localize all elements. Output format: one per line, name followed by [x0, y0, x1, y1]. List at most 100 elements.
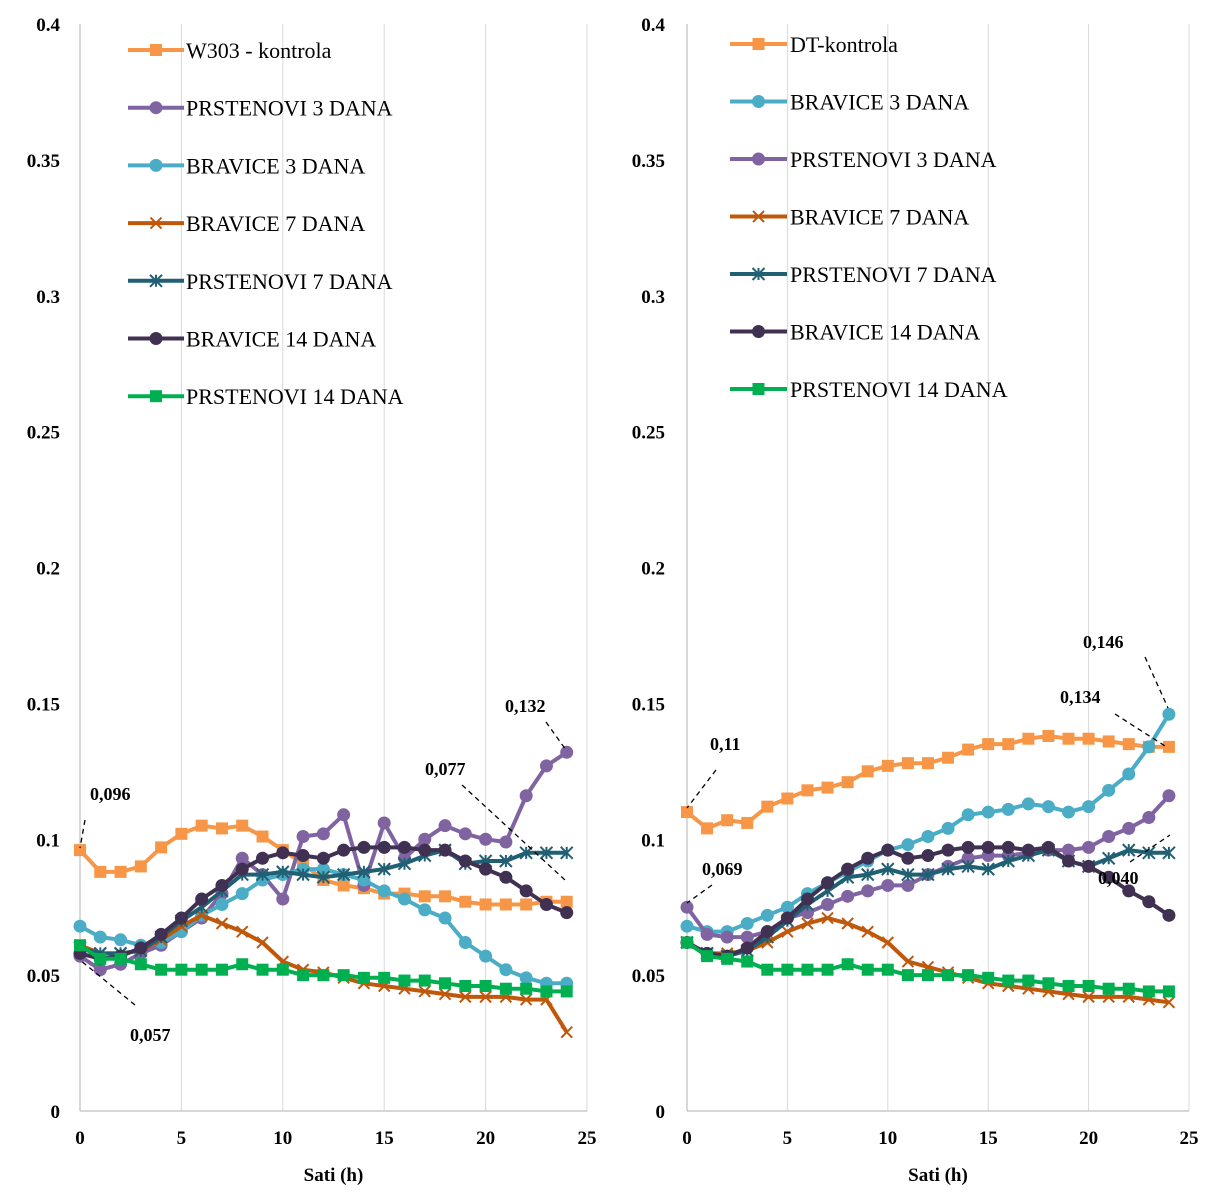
square-marker — [540, 985, 553, 998]
leader-line — [686, 884, 713, 904]
y-tick-label: 0.2 — [641, 559, 665, 580]
circle-marker — [821, 897, 835, 911]
square-marker — [74, 844, 86, 857]
circle-marker — [337, 808, 351, 822]
circle-marker — [377, 884, 391, 898]
square-marker — [982, 971, 995, 984]
square-marker — [881, 759, 894, 772]
circle-marker — [539, 897, 553, 911]
x-marker — [752, 210, 765, 223]
legend-item: PRSTENOVI 7 DANA — [128, 269, 393, 294]
square-marker — [1062, 979, 1075, 992]
circle-marker — [438, 843, 452, 857]
y-tick-label: 0.35 — [632, 151, 665, 172]
circle-marker — [73, 919, 87, 933]
legend-item: BRAVICE 7 DANA — [128, 211, 365, 236]
circle-marker — [397, 840, 411, 854]
square-marker — [297, 969, 310, 982]
star-marker — [941, 862, 955, 876]
x-marker — [438, 987, 452, 1001]
square-marker — [921, 969, 934, 982]
data-label: 0,040 — [1098, 834, 1171, 888]
circle-marker — [276, 846, 290, 860]
circle-marker — [276, 892, 290, 906]
x-marker — [459, 990, 472, 1004]
series-line — [78, 943, 567, 994]
y-tick-label: 0.4 — [36, 15, 60, 36]
data-label: 0,132 — [505, 696, 567, 751]
circle-marker — [154, 927, 168, 941]
circle-marker — [1062, 843, 1076, 857]
legend-item: BRAVICE 7 DANA — [730, 205, 969, 230]
circle-marker — [941, 821, 955, 835]
circle-marker — [458, 854, 472, 868]
square-marker — [175, 827, 188, 840]
leader-line — [686, 769, 717, 809]
square-marker — [256, 830, 269, 843]
star-marker — [921, 867, 935, 882]
square-marker — [114, 865, 127, 878]
square-marker — [761, 963, 774, 976]
data-label-text: 0,11 — [710, 734, 741, 754]
leader-line — [79, 819, 86, 849]
legend-item: PRSTENOVI 3 DANA — [730, 147, 997, 172]
x-tick-label: 15 — [979, 1128, 998, 1149]
circle-marker — [752, 95, 765, 108]
circle-marker — [700, 927, 714, 941]
circle-marker — [539, 759, 553, 773]
star-marker — [397, 857, 412, 871]
circle-marker — [1021, 797, 1035, 811]
circle-marker — [921, 849, 935, 863]
star-marker — [861, 867, 875, 882]
legend-item: PRSTENOVI 3 DANA — [128, 96, 393, 121]
square-marker — [236, 819, 249, 832]
star-marker — [751, 267, 766, 281]
square-marker — [982, 738, 995, 751]
circle-marker — [519, 789, 533, 803]
legend-item: BRAVICE 14 DANA — [128, 327, 376, 352]
x-tick-label: 5 — [177, 1128, 187, 1149]
star-marker — [357, 865, 371, 879]
square-marker — [560, 985, 573, 998]
y-tick-label: 0 — [51, 1102, 61, 1123]
circle-marker — [235, 862, 249, 876]
square-marker — [418, 974, 431, 987]
square-marker — [921, 757, 934, 770]
y-tick-label: 0.35 — [27, 151, 60, 172]
y-tick-label: 0 — [656, 1102, 666, 1123]
circle-marker — [418, 843, 432, 857]
legend-label: PRSTENOVI 7 DANA — [790, 262, 997, 287]
star-marker — [1001, 854, 1015, 868]
star-marker — [539, 846, 554, 860]
circle-marker — [256, 851, 270, 865]
y-tick-label: 0.1 — [641, 830, 665, 851]
star-marker — [1122, 843, 1136, 857]
series-bravice-14-dana — [73, 840, 574, 966]
legend-item: BRAVICE 14 DANA — [730, 320, 980, 345]
x-marker — [781, 925, 794, 938]
circle-marker — [1041, 800, 1055, 814]
circle-marker — [499, 963, 513, 977]
circle-marker — [1082, 859, 1096, 873]
circle-marker — [1102, 830, 1116, 844]
circle-marker — [1142, 740, 1156, 754]
legend-label: W303 - kontrola — [186, 38, 332, 63]
square-marker — [901, 757, 914, 770]
x-marker — [801, 917, 814, 930]
square-marker — [479, 898, 492, 911]
star-marker — [881, 862, 895, 876]
x-tick-label: 10 — [273, 1128, 292, 1149]
x-marker — [418, 985, 431, 998]
circle-marker — [149, 158, 163, 172]
circle-marker — [1001, 802, 1015, 816]
circle-marker — [1142, 811, 1156, 825]
x-marker — [479, 990, 492, 1004]
legend-item: PRSTENOVI 7 DANA — [730, 262, 997, 287]
circle-marker — [881, 843, 895, 857]
data-label: 0,134 — [1060, 687, 1166, 747]
y-tick-label: 0.3 — [36, 287, 60, 308]
legend-label: PRSTENOVI 14 DANA — [186, 384, 404, 409]
square-marker — [256, 963, 269, 976]
y-tick-label: 0.25 — [27, 423, 60, 444]
